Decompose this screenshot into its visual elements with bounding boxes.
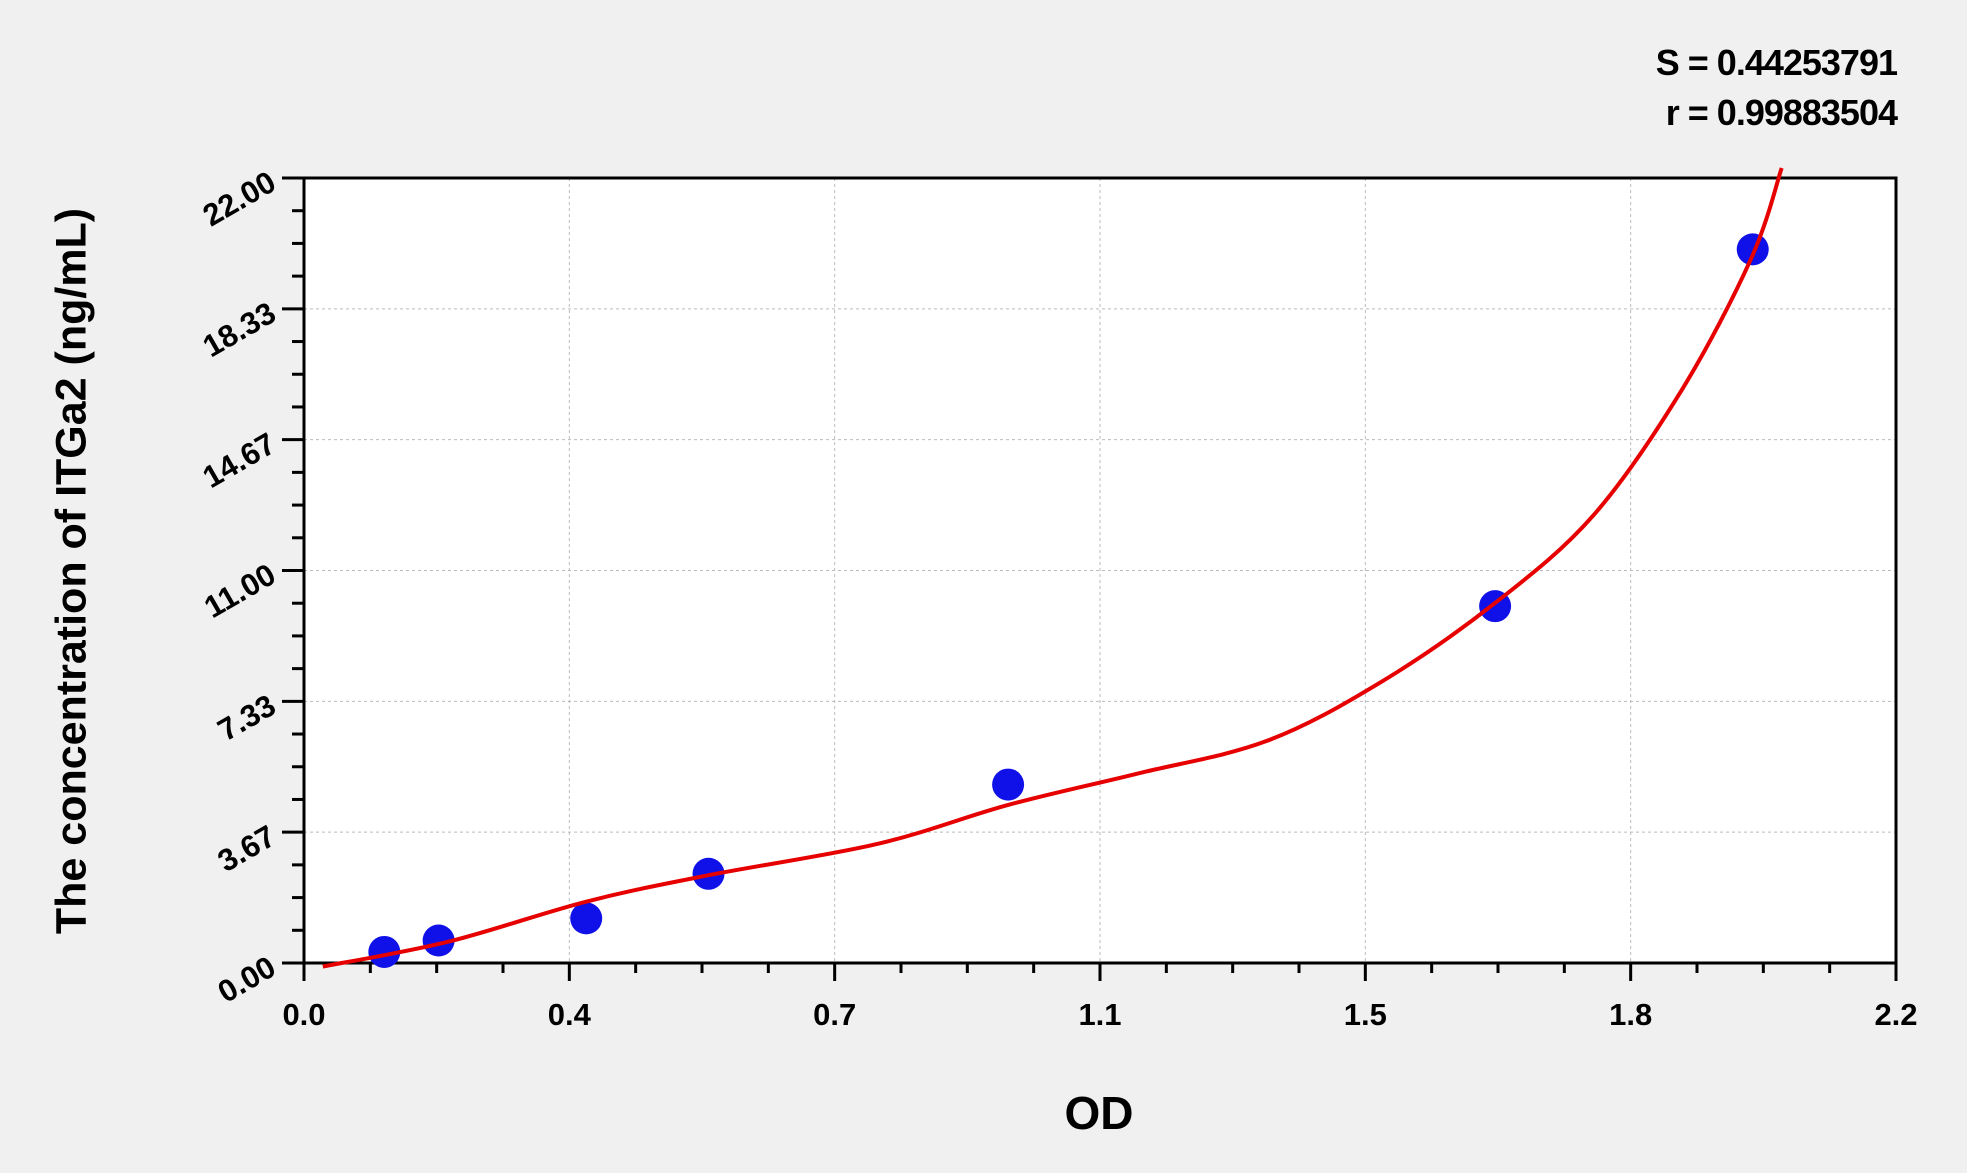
y-tick-label: 11.00	[198, 557, 281, 625]
y-tick-label: 22.00	[197, 164, 282, 233]
y-tick-label: 7.33	[212, 687, 282, 747]
x-tick-label: 0.7	[813, 997, 856, 1032]
y-tick-label: 3.67	[212, 818, 282, 878]
x-axis-label: OD	[1064, 1087, 1134, 1139]
x-tick-label: 1.8	[1609, 997, 1652, 1032]
data-point	[1736, 233, 1769, 266]
x-tick-label: 0.0	[282, 997, 325, 1032]
data-point	[422, 924, 455, 957]
x-tick-label: 1.5	[1344, 997, 1387, 1032]
data-point	[992, 768, 1025, 801]
data-point	[368, 935, 401, 968]
s-value-annotation: S = 0.44253791	[1655, 42, 1898, 83]
y-tick-label: 0.00	[212, 949, 282, 1009]
plot-frame	[302, 176, 1898, 965]
data-point	[570, 902, 603, 935]
x-tick-label: 1.1	[1078, 997, 1121, 1032]
y-tick-label: 18.33	[197, 295, 282, 364]
x-tick-label: 0.4	[548, 997, 592, 1032]
y-tick-label: 14.67	[197, 426, 282, 495]
x-tick-label: 2.2	[1874, 997, 1917, 1032]
y-axis-label: The concentration of ITGa2 (ng/mL)	[47, 207, 96, 935]
fit-curve	[322, 167, 1784, 969]
r-value-annotation: r = 0.99883504	[1665, 92, 1898, 133]
